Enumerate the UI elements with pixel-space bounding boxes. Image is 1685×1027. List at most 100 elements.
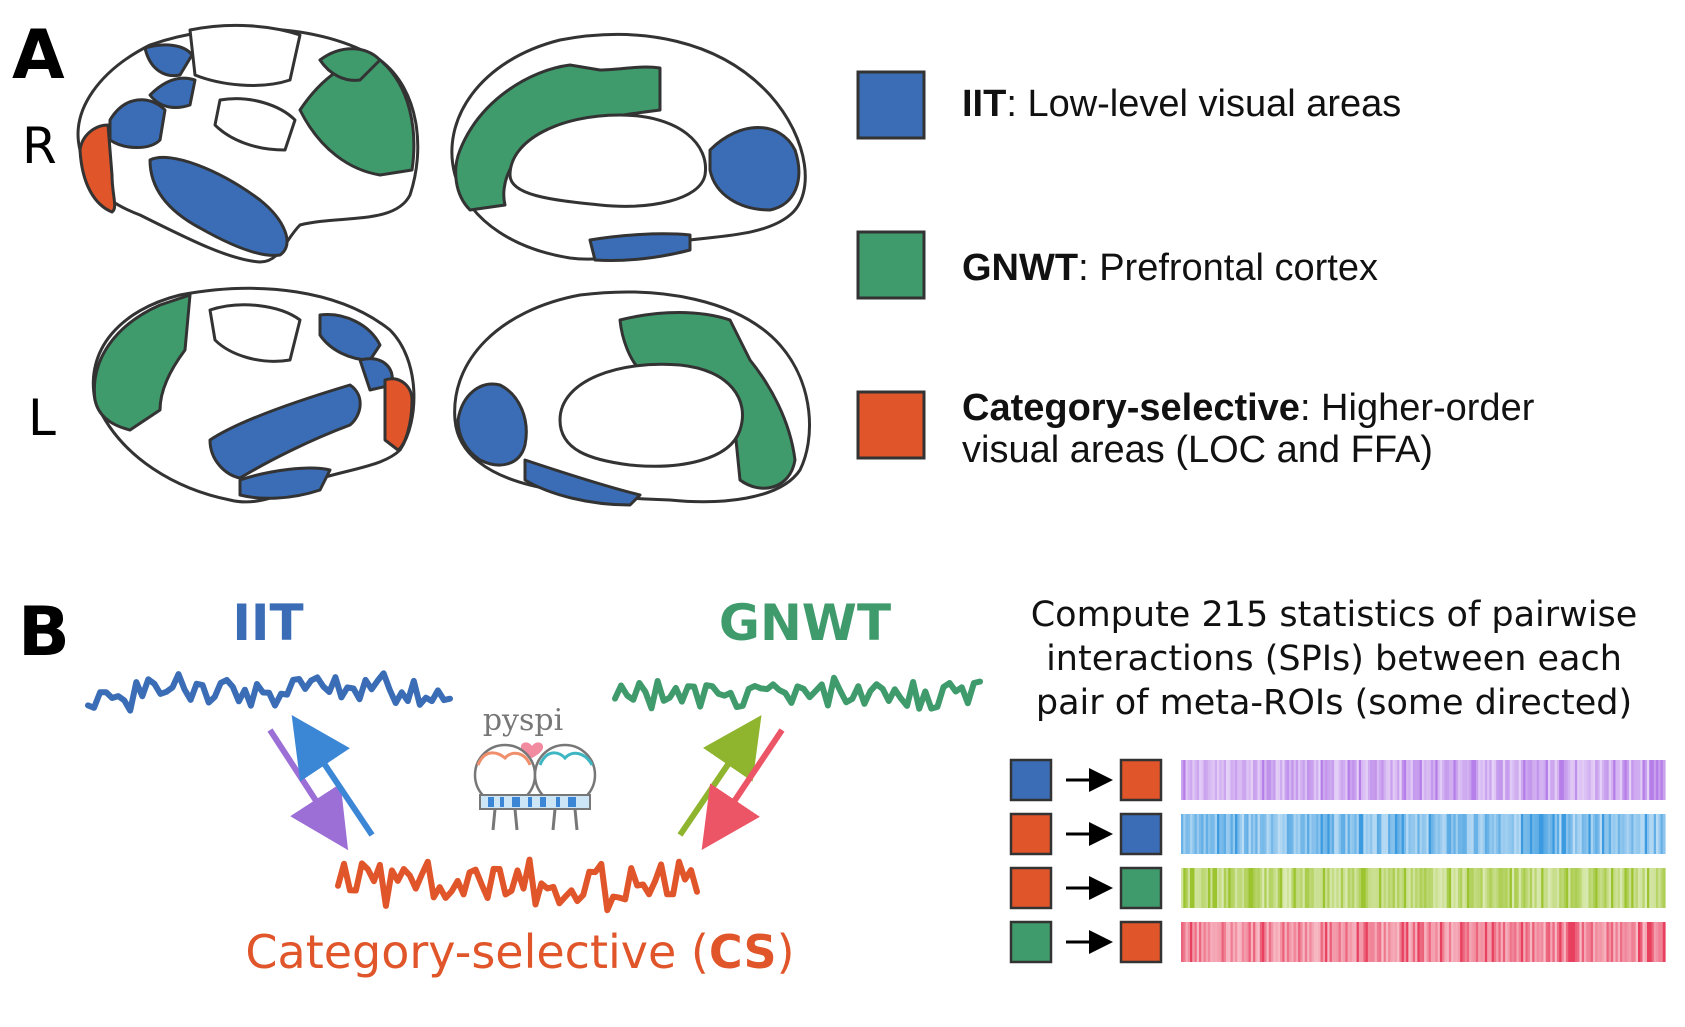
spi-cell (1255, 814, 1259, 854)
spi-cell (1212, 814, 1216, 854)
spi-cell (1545, 814, 1549, 854)
spi-cell (1286, 760, 1290, 800)
spi-cell (1363, 922, 1367, 962)
spi-cell (1538, 814, 1542, 854)
spi-cell (1311, 814, 1315, 854)
spi-cell (1579, 760, 1583, 800)
spi-cell (1262, 922, 1265, 962)
legend: IIT: Low-level visual areas GNWT: Prefro… (856, 70, 1535, 471)
spi-cell (1462, 760, 1466, 800)
spi-cell (1347, 760, 1351, 800)
spi-cell (1498, 922, 1502, 962)
spi-cell (1543, 868, 1547, 908)
spi-cell (1397, 760, 1400, 800)
spi-cell (1534, 868, 1538, 908)
spi-cell (1518, 814, 1522, 854)
spi-cell (1266, 760, 1270, 800)
spi-cell (1390, 760, 1394, 800)
spi-cell (1361, 814, 1364, 854)
spi-cell (1286, 868, 1290, 908)
spi-cell (1370, 760, 1373, 800)
spi-cell (1523, 922, 1527, 962)
spi-cell (1426, 868, 1430, 908)
spi-cell (1505, 922, 1509, 962)
spi-cell (1397, 868, 1400, 908)
spi-cell (1433, 868, 1436, 908)
spi-cell (1302, 868, 1306, 908)
spi-cell (1401, 868, 1405, 908)
spi-cell (1565, 814, 1569, 854)
spi-cell (1284, 760, 1288, 800)
spi-cell (1435, 814, 1439, 854)
spi-cell (1541, 760, 1545, 800)
spi-cell (1529, 814, 1533, 854)
spi-cell (1552, 868, 1556, 908)
spi-cell (1374, 922, 1378, 962)
spi-cell (1545, 922, 1549, 962)
spi-cell (1349, 868, 1353, 908)
spi-cell (1518, 868, 1522, 908)
spi-cell (1257, 868, 1261, 908)
spi-cell (1255, 922, 1259, 962)
spi-cell (1572, 868, 1576, 908)
spi-cell (1570, 868, 1574, 908)
spi-cell (1212, 868, 1216, 908)
spi-cell (1322, 814, 1326, 854)
spi-cell (1610, 760, 1614, 800)
spi-cell (1266, 922, 1270, 962)
spi-cell (1644, 760, 1648, 800)
spi-cell (1565, 868, 1569, 908)
spi-cell (1347, 868, 1351, 908)
spi-cell (1311, 760, 1315, 800)
spi-cell (1309, 814, 1313, 854)
spi-cell (1590, 922, 1594, 962)
spi-cell (1210, 922, 1214, 962)
spi-cell (1628, 922, 1632, 962)
spi-cell (1379, 922, 1382, 962)
spi-cell (1343, 760, 1346, 800)
spi-cell (1451, 922, 1454, 962)
spi-cell (1336, 760, 1340, 800)
spi-cell (1275, 922, 1279, 962)
spi-cell (1264, 868, 1268, 908)
spi-cell (1203, 868, 1207, 908)
spi-cell (1480, 814, 1484, 854)
spi-cell (1345, 760, 1349, 800)
spi-cell (1626, 814, 1630, 854)
spi-cell (1496, 922, 1500, 962)
legend-swatch-gnwt (856, 230, 926, 300)
spi-cell (1457, 760, 1461, 800)
spi-cell (1394, 814, 1398, 854)
spi-cell (1192, 814, 1196, 854)
spi-cell (1217, 760, 1220, 800)
spi-cell (1268, 814, 1272, 854)
spi-cell (1660, 868, 1664, 908)
spi-cell (1588, 868, 1592, 908)
spi-cell (1259, 760, 1263, 800)
spi-cell (1307, 868, 1310, 908)
spi-cell (1597, 868, 1601, 908)
spi-cell (1617, 922, 1621, 962)
spi-cell (1399, 760, 1403, 800)
spi-cell (1633, 760, 1637, 800)
spi-cell (1244, 868, 1247, 908)
spi-cell (1565, 922, 1569, 962)
spi-cell (1590, 868, 1594, 908)
spi-cell (1300, 868, 1304, 908)
spi-cell (1401, 760, 1405, 800)
spi-cell (1239, 868, 1243, 908)
spi-cell (1235, 814, 1238, 854)
spi-cell (1273, 868, 1277, 908)
spi-cell (1313, 922, 1317, 962)
spi-cell (1613, 922, 1617, 962)
spi-cell (1356, 868, 1360, 908)
spi-cell (1194, 922, 1198, 962)
spi-cell (1246, 868, 1250, 908)
spi-cell (1646, 760, 1650, 800)
spi-cell (1520, 922, 1524, 962)
spi-cell (1399, 868, 1403, 908)
spi-cell (1502, 760, 1506, 800)
spi-cell (1615, 868, 1619, 908)
spi-cell (1491, 760, 1495, 800)
spi-cell (1302, 922, 1306, 962)
